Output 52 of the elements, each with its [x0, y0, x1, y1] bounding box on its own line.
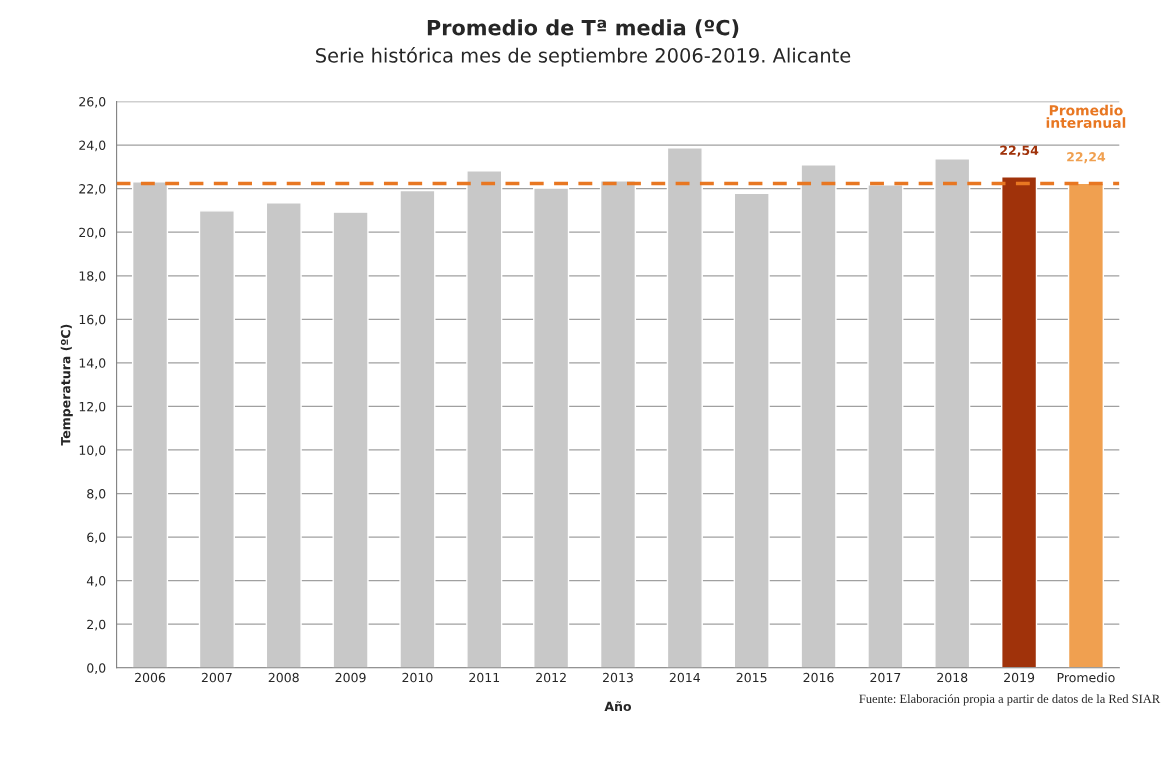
y-tick-label: 16,0 [79, 314, 106, 326]
x-tick-label: 2019 [1004, 672, 1035, 683]
y-tick-label: 8,0 [87, 489, 106, 500]
y-tick-label: 26,0 [79, 97, 106, 108]
x-tick-label: 2008 [268, 672, 299, 683]
y-tick-label: 4,0 [86, 576, 106, 587]
data-label: 22,54 [1000, 145, 1039, 157]
y-tick-label: 6,0 [87, 532, 106, 544]
x-tick-label: 2013 [602, 672, 633, 683]
x-tick-label: 2014 [669, 672, 701, 683]
x-tick-label: 2015 [736, 672, 767, 683]
bar [265, 202, 302, 668]
ref-line-label: Promedio interanual [1046, 104, 1126, 128]
chart-subtitle: Serie histórica mes de septiembre 2006-2019. Alicante [316, 46, 851, 67]
x-tick-label: 2016 [803, 672, 834, 683]
bar [934, 158, 971, 668]
x-tick-label: 2018 [937, 672, 968, 683]
y-axis-title: Temperatura (ºC) [60, 324, 73, 446]
bar [666, 147, 703, 668]
y-tick-label: 14,0 [79, 358, 106, 370]
y-tick-label: 22,0 [79, 184, 106, 195]
x-tick-label: 2011 [469, 672, 500, 683]
bar [800, 164, 837, 668]
bar [399, 189, 436, 668]
bar [466, 170, 503, 668]
bar [131, 181, 169, 668]
x-tick-label: 2012 [536, 672, 566, 683]
x-tick-label: 2006 [135, 672, 166, 683]
bar [1001, 176, 1038, 668]
bar [733, 192, 770, 668]
source-note: Fuente: Elaboración propia a partir de datos de la Red SIAR [859, 694, 1161, 706]
bar [599, 180, 637, 668]
bar [533, 187, 570, 668]
data-label: 22,24 [1067, 152, 1106, 164]
bar [1067, 182, 1105, 668]
y-tick-label: 0,0 [87, 663, 106, 674]
bar [867, 184, 904, 668]
bar [332, 211, 369, 668]
y-tick-label: 10,0 [79, 445, 106, 457]
y-tick-label: 12,0 [79, 401, 106, 413]
x-axis-title: Año [604, 701, 632, 712]
y-tick-label: 20,0 [79, 227, 106, 239]
bar [198, 210, 235, 668]
y-tick-label: 2,0 [87, 619, 106, 631]
y-tick-label: 24,0 [79, 140, 106, 152]
x-tick-label: 2009 [335, 672, 366, 683]
x-tick-label: 2007 [201, 672, 232, 683]
x-tick-label: 2010 [402, 672, 433, 683]
y-tick-label: 18,0 [79, 271, 106, 282]
x-tick-label: 2017 [870, 672, 901, 683]
chart-title: Promedio de Tª media (ºC) [427, 19, 739, 38]
x-tick-label: Promedio [1057, 672, 1115, 683]
